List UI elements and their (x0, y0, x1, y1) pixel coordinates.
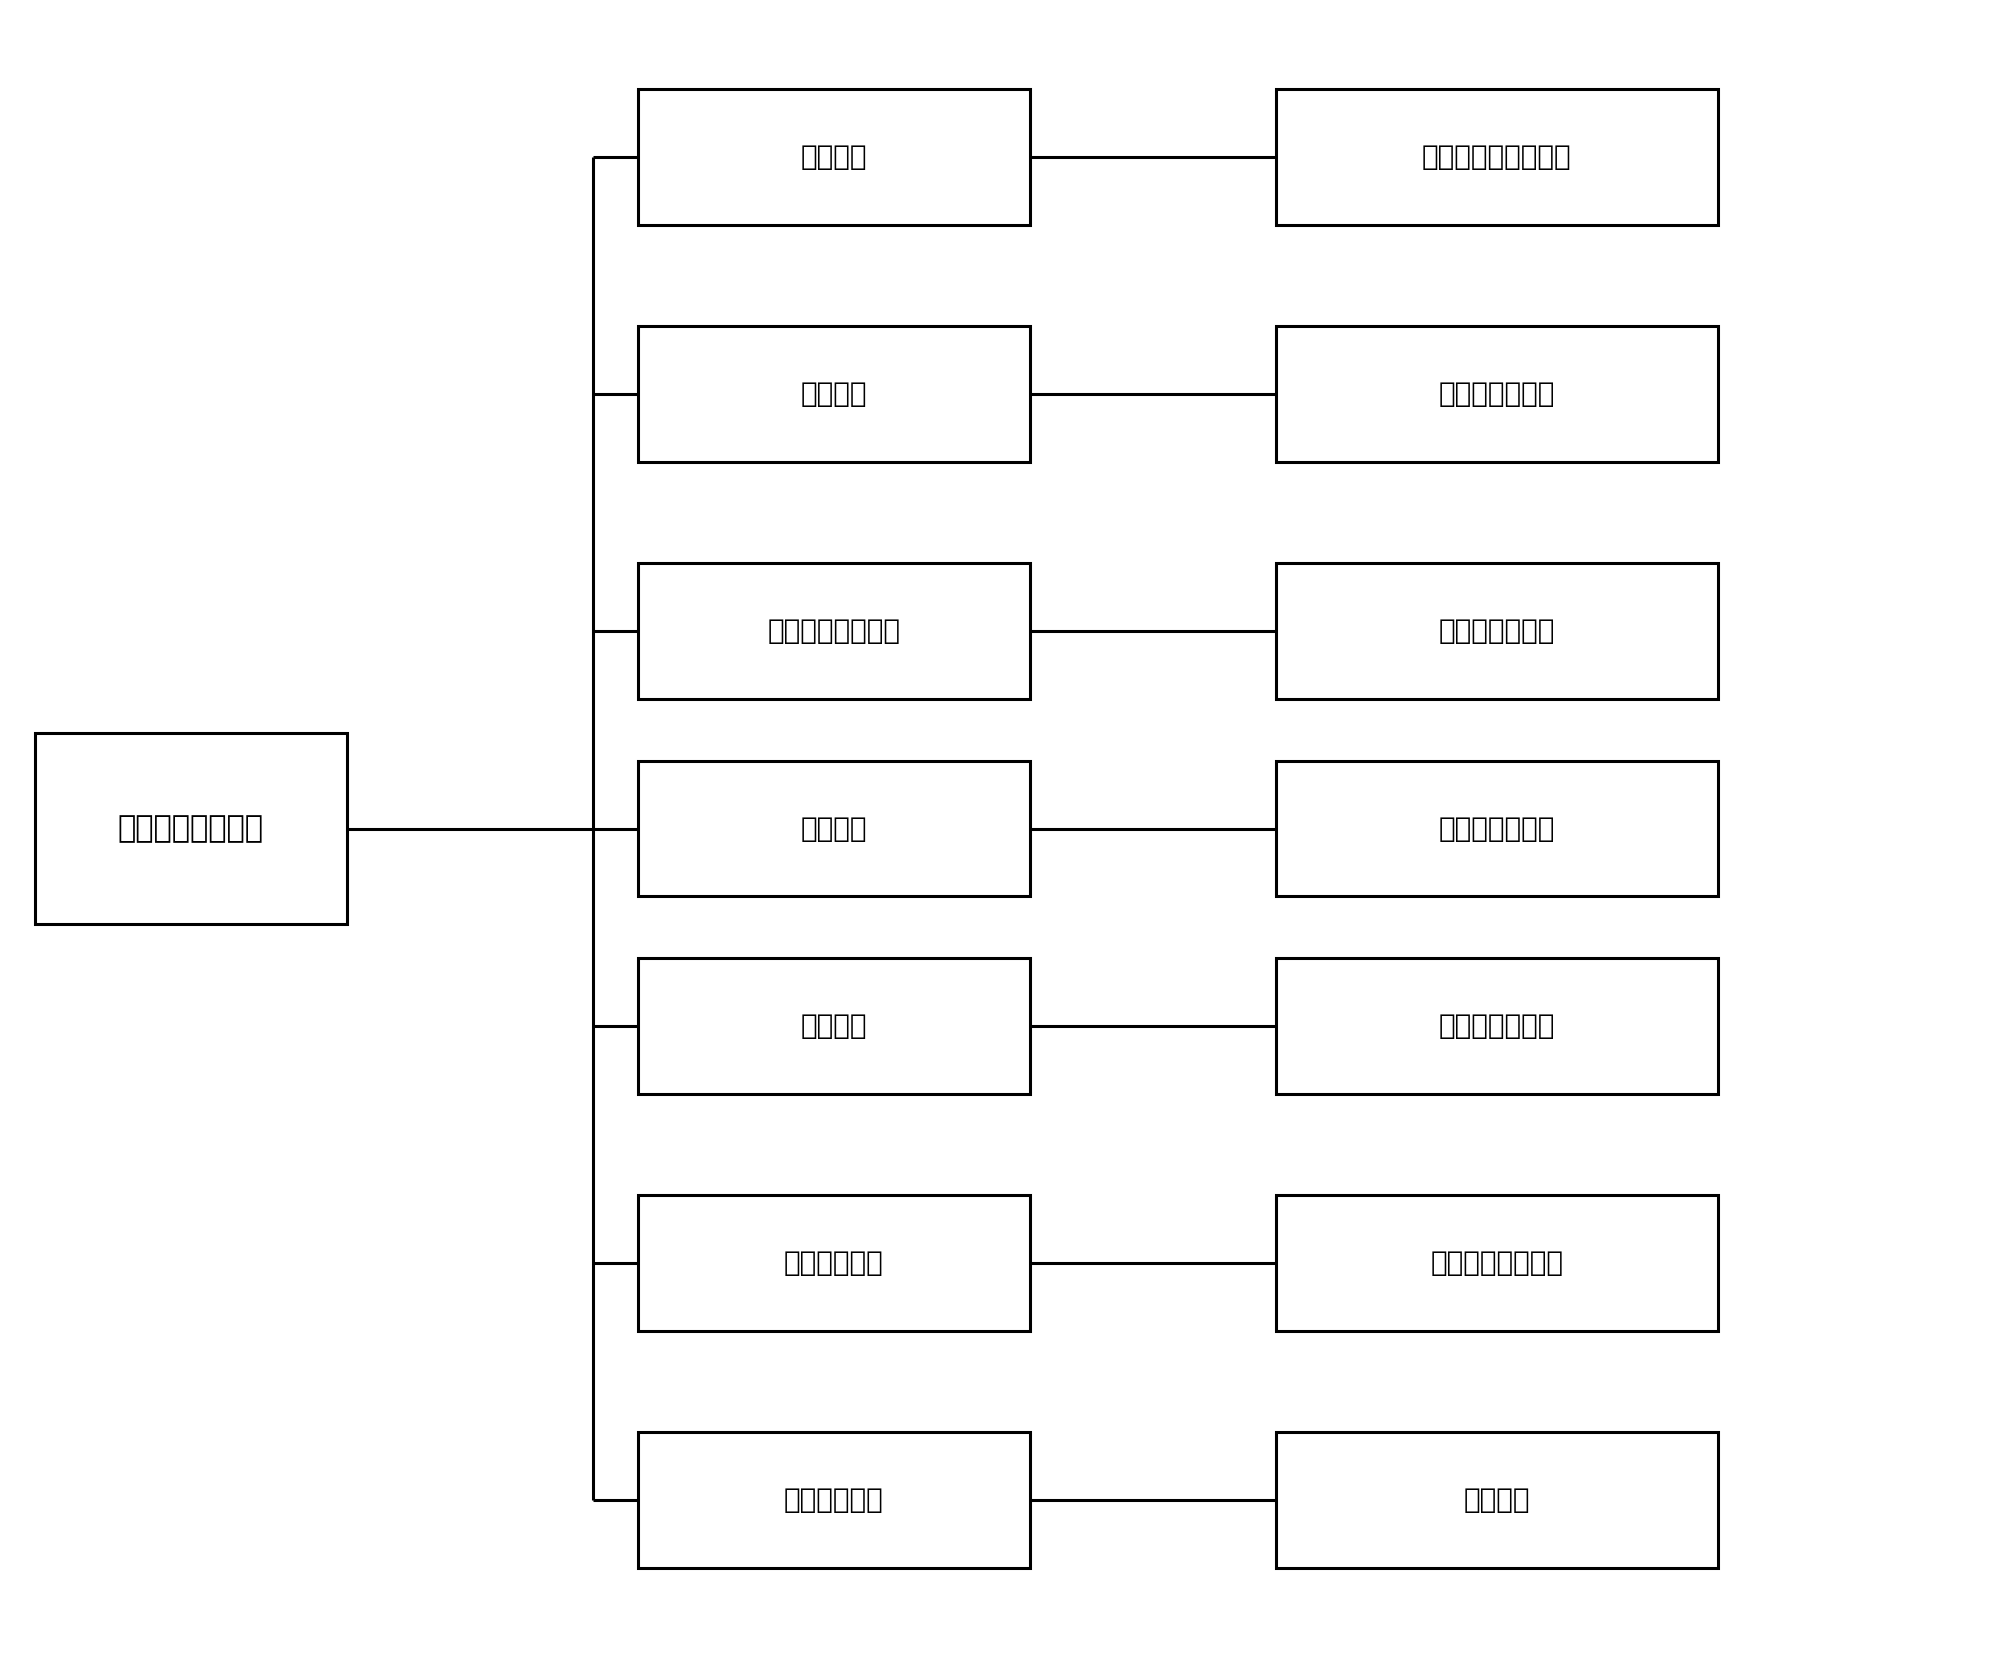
Text: 遥控指令选择记录: 遥控指令选择记录 (1430, 1249, 1563, 1276)
Bar (1276, 1195, 1718, 1331)
Text: 关键参数: 关键参数 (800, 144, 868, 171)
Text: 指令参数: 指令参数 (800, 815, 868, 842)
Text: 恒值参数: 恒值参数 (800, 1012, 868, 1039)
Bar (1276, 326, 1718, 462)
Text: 发生异常时记录: 发生异常时记录 (1438, 618, 1555, 645)
Text: 指令发出时记录: 指令发出时记录 (1438, 815, 1555, 842)
Text: 按比例抽取记录: 按比例抽取记录 (1438, 381, 1555, 408)
Bar (1276, 761, 1718, 896)
Bar (1276, 563, 1718, 699)
Bar (36, 732, 346, 925)
Bar (637, 761, 1029, 896)
Bar (637, 326, 1029, 462)
Text: 自主管理告警参数: 自主管理告警参数 (767, 618, 900, 645)
Text: 发生变化时记录: 发生变化时记录 (1438, 1012, 1555, 1039)
Text: 超出正常范围时记录: 超出正常范围时记录 (1422, 144, 1571, 171)
Bar (1276, 89, 1718, 225)
Text: 科学试验数据: 科学试验数据 (784, 1486, 884, 1513)
Text: 重点监视参数: 重点监视参数 (784, 1249, 884, 1276)
Text: 延时遥测参数分类: 延时遥测参数分类 (119, 814, 263, 843)
Bar (637, 563, 1029, 699)
Text: 普通参数: 普通参数 (800, 381, 868, 408)
Bar (637, 958, 1029, 1094)
Bar (1276, 1432, 1718, 1568)
Bar (637, 89, 1029, 225)
Text: 完整记录: 完整记录 (1463, 1486, 1531, 1513)
Bar (637, 1195, 1029, 1331)
Bar (637, 1432, 1029, 1568)
Bar (1276, 958, 1718, 1094)
